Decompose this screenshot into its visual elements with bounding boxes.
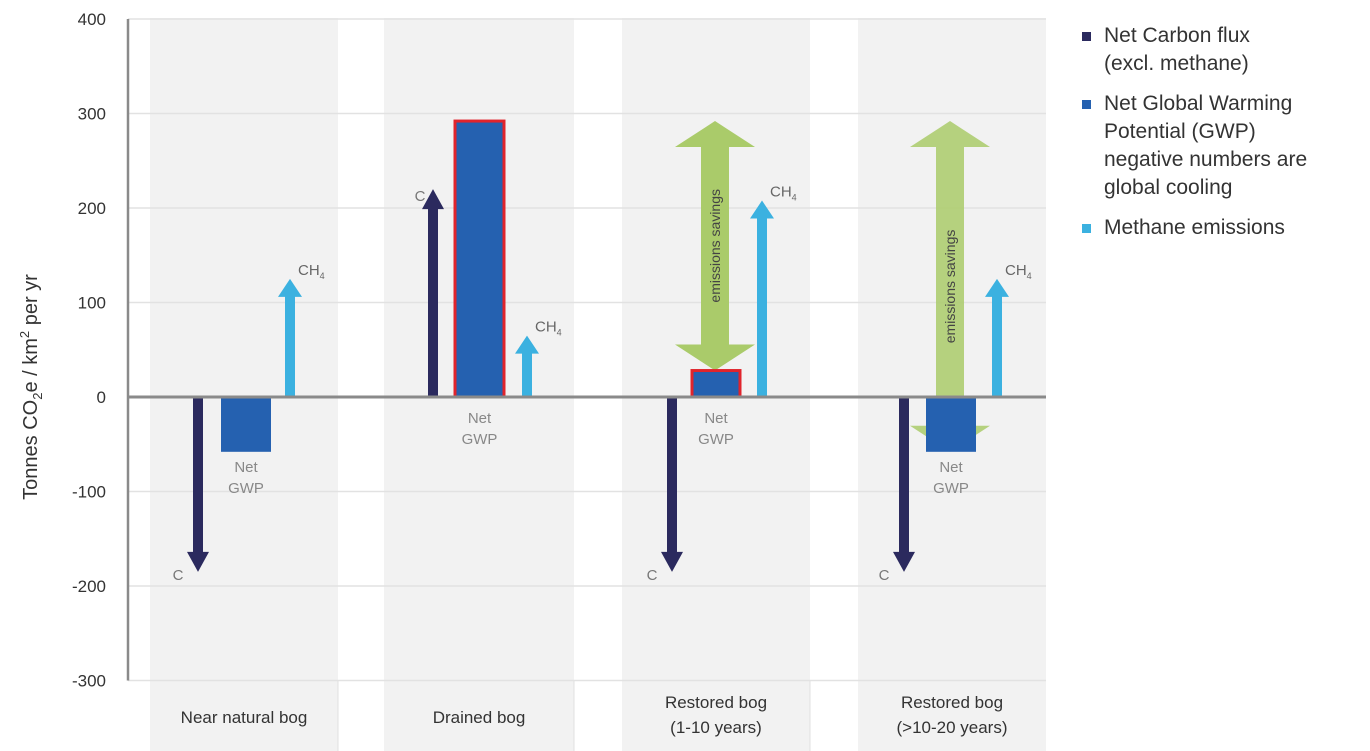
carbon-flux-arrow-restored-bog-10-20-years [893, 397, 915, 572]
panel-gap-1 [338, 680, 384, 751]
methane-arrow-drained-bog [515, 335, 539, 397]
legend: Net Carbon flux (excl. methane) Net Glob… [1078, 22, 1368, 254]
y-tick-label-0: 0 [97, 388, 106, 407]
methane-arrow-restored-bog-10-20-years [985, 278, 1009, 397]
legend-item-methane: Methane emissions [1078, 214, 1368, 242]
panel-gap-3 [810, 680, 858, 751]
legend-swatch-net-gwp [1082, 100, 1091, 109]
carbon-flux-arrow-drained-bog [422, 189, 444, 397]
methane-arrow-restored-bog-1-10-years [750, 200, 774, 397]
carbon-label-drained-bog: C [415, 188, 426, 205]
emissions-savings-label-1: emissions savings [707, 189, 723, 303]
carbon-flux-arrow-restored-bog-1-10-years [661, 397, 683, 572]
emissions-savings-arrow-1 [675, 121, 755, 371]
category-label-restored-bog-1-10-years: Restored bog (1-10 years) [665, 693, 767, 737]
gwp-label-restored-bog-10-20-years: Net GWP [933, 459, 969, 497]
methane-label-restored-bog-10-20-years: CH4 [1005, 262, 1032, 281]
panel-near-natural-bog [150, 18, 338, 751]
carbon-label-restored-bog-1-10-years: C [647, 567, 658, 584]
methane-label-drained-bog: CH4 [535, 319, 562, 338]
legend-item-net-carbon-flux: Net Carbon flux (excl. methane) [1078, 22, 1368, 78]
carbon-label-near-natural-bog: C [173, 567, 184, 584]
y-tick-label-400: 400 [78, 10, 106, 29]
y-tick-label-200: -200 [72, 577, 106, 596]
gwp-bar-restored-bog-10-20-years [926, 397, 976, 452]
legend-label-net-carbon-flux: Net Carbon flux (excl. methane) [1104, 24, 1250, 75]
category-label-near-natural-bog: Near natural bog [181, 708, 308, 727]
carbon-flux-arrow-near-natural-bog [187, 397, 209, 572]
y-tick-label-300: -300 [72, 672, 106, 691]
gwp-label-drained-bog: Net GWP [462, 410, 498, 448]
methane-arrow-near-natural-bog [278, 278, 302, 397]
y-tick-label-100: -100 [72, 483, 106, 502]
legend-label-methane: Methane emissions [1104, 216, 1285, 239]
legend-item-net-gwp: Net Global Warming Potential (GWP) negat… [1078, 90, 1368, 202]
legend-swatch-methane [1082, 224, 1091, 233]
y-axis-title: Tonnes CO2e / km2 per yr [17, 274, 45, 500]
y-tick-label-200: 200 [78, 199, 106, 218]
gwp-bar-near-natural-bog [221, 397, 271, 452]
legend-label-net-gwp: Net Global Warming Potential (GWP) negat… [1104, 92, 1308, 199]
methane-label-restored-bog-1-10-years: CH4 [770, 183, 797, 202]
emissions-savings-arrow-2 [910, 121, 990, 452]
gwp-bar-restored-bog-1-10-years [690, 369, 742, 399]
carbon-label-restored-bog-10-20-years: C [879, 567, 890, 584]
y-tick-label-100: 100 [78, 294, 106, 313]
y-tick-label-300: 300 [78, 105, 106, 124]
gwp-label-near-natural-bog: Net GWP [228, 459, 264, 497]
gwp-label-restored-bog-1-10-years: Net GWP [698, 410, 734, 448]
category-label-drained-bog: Drained bog [433, 708, 526, 727]
gwp-bar-drained-bog [453, 119, 506, 399]
legend-swatch-net-carbon-flux [1082, 32, 1091, 41]
emissions-savings-label-2: emissions savings [942, 230, 958, 344]
panel-gap-2 [574, 680, 622, 751]
methane-label-near-natural-bog: CH4 [298, 262, 325, 281]
category-label-restored-bog-10-20-years: Restored bog (>10-20 years) [896, 693, 1007, 737]
